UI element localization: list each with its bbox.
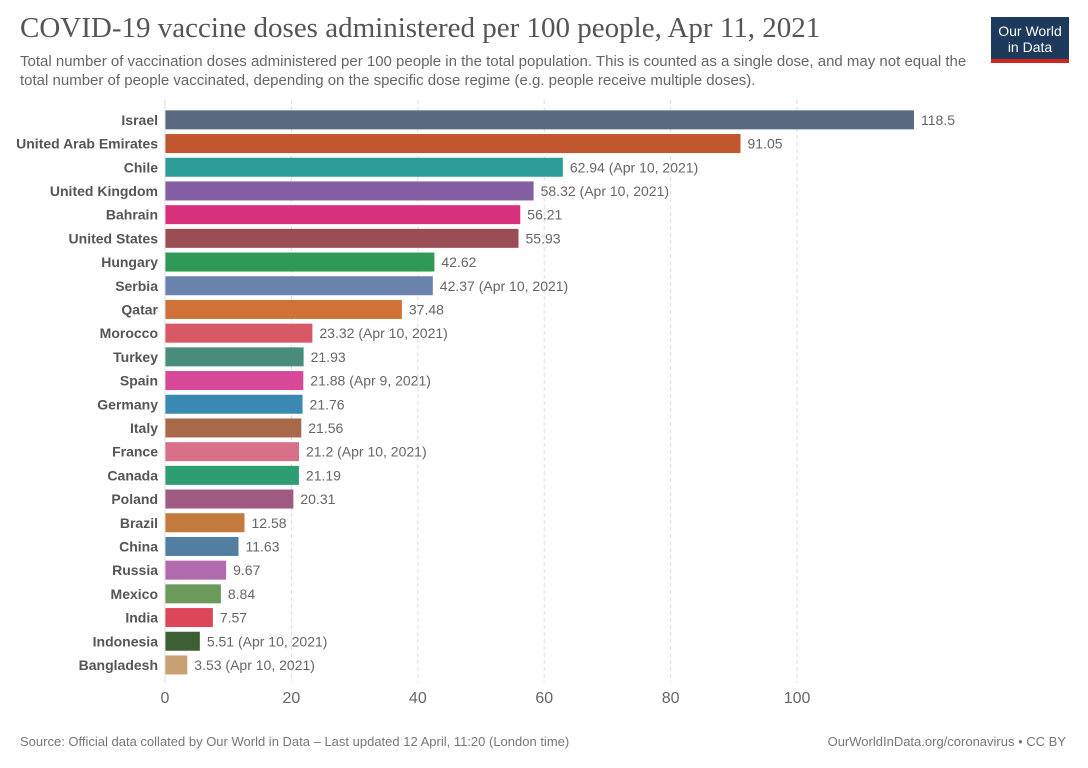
value-label: 21.88 (Apr 9, 2021) (310, 373, 431, 389)
value-label: 23.32 (Apr 10, 2021) (319, 325, 447, 341)
value-label: 21.56 (308, 420, 343, 436)
bar (165, 394, 303, 414)
value-label: 58.32 (Apr 10, 2021) (541, 183, 669, 199)
x-tick-label: 100 (784, 690, 811, 707)
category-label: Turkey (113, 349, 158, 365)
bar (165, 299, 402, 319)
value-label: 5.51 (Apr 10, 2021) (207, 633, 328, 649)
bar (165, 157, 563, 177)
bar (165, 181, 534, 201)
value-label: 12.58 (252, 515, 287, 531)
category-label: Bangladesh (79, 657, 158, 673)
category-label: Israel (121, 112, 158, 128)
category-label: China (119, 538, 158, 554)
category-label: Indonesia (93, 633, 159, 649)
category-label: Germany (97, 396, 158, 412)
chart-subtitle: Total number of vaccination doses admini… (20, 53, 967, 89)
bar (165, 418, 302, 438)
x-tick-label: 80 (662, 690, 680, 707)
category-label: Canada (107, 467, 158, 483)
logo-line-2: in Data (1007, 39, 1053, 55)
x-tick-label: 40 (409, 690, 427, 707)
category-label: Brazil (120, 515, 158, 531)
value-label: 9.67 (233, 562, 260, 578)
category-label: France (112, 444, 158, 460)
bar (165, 110, 914, 130)
value-label: 7.57 (220, 610, 247, 626)
value-label: 42.37 (Apr 10, 2021) (440, 278, 568, 294)
logo-line-1: Our World (998, 23, 1062, 39)
category-label: Morocco (100, 325, 158, 341)
value-label: 8.84 (228, 586, 255, 602)
x-tick-label: 60 (535, 690, 553, 707)
value-label: 91.05 (747, 136, 782, 152)
bar (165, 560, 227, 580)
chart-title: COVID-19 vaccine doses administered per … (20, 12, 821, 44)
bar (165, 347, 304, 367)
value-label: 118.5 (921, 112, 955, 128)
value-label: 21.93 (311, 349, 346, 365)
value-label: 11.63 (246, 538, 280, 554)
credit-link[interactable]: OurWorldInData.org/coronavirus • CC BY (827, 734, 1066, 749)
value-label: 56.21 (527, 207, 562, 223)
category-label: United Arab Emirates (16, 136, 158, 152)
category-label: Hungary (101, 254, 158, 270)
category-label: Chile (124, 159, 158, 175)
category-label: Bahrain (106, 207, 158, 223)
category-label: Spain (120, 373, 158, 389)
bar (165, 205, 521, 225)
bar (165, 465, 299, 485)
owid-logo[interactable]: Our World in Data (991, 17, 1069, 63)
value-label: 21.2 (Apr 10, 2021) (306, 444, 427, 460)
value-label: 42.62 (441, 254, 476, 270)
bar (165, 655, 188, 675)
value-label: 21.19 (306, 467, 341, 483)
bar (165, 608, 213, 628)
bar (165, 276, 433, 296)
bar (165, 631, 200, 651)
category-label: Russia (112, 562, 158, 578)
value-label: 3.53 (Apr 10, 2021) (194, 657, 315, 673)
value-label: 55.93 (526, 230, 561, 246)
value-label: 62.94 (Apr 10, 2021) (570, 159, 698, 175)
bar (165, 536, 239, 556)
bar (165, 489, 294, 509)
bar (165, 584, 221, 604)
category-label: Mexico (111, 586, 158, 602)
value-label: 37.48 (409, 301, 444, 317)
category-label: Italy (130, 420, 158, 436)
bar (165, 228, 519, 248)
bar (165, 323, 313, 343)
value-label: 21.76 (310, 396, 345, 412)
source-note: Source: Official data collated by Our Wo… (20, 734, 570, 749)
category-label: Poland (111, 491, 158, 507)
category-label: India (125, 610, 158, 626)
category-label: United Kingdom (50, 183, 158, 199)
category-label: Qatar (121, 301, 158, 317)
bar (165, 134, 741, 154)
bar (165, 513, 245, 533)
x-tick-label: 20 (283, 690, 301, 707)
bar (165, 371, 304, 391)
value-label: 20.31 (300, 491, 335, 507)
bar (165, 442, 299, 462)
category-label: United States (69, 230, 159, 246)
category-label: Serbia (115, 278, 158, 294)
bar (165, 252, 435, 272)
x-tick-label: 0 (161, 690, 170, 707)
